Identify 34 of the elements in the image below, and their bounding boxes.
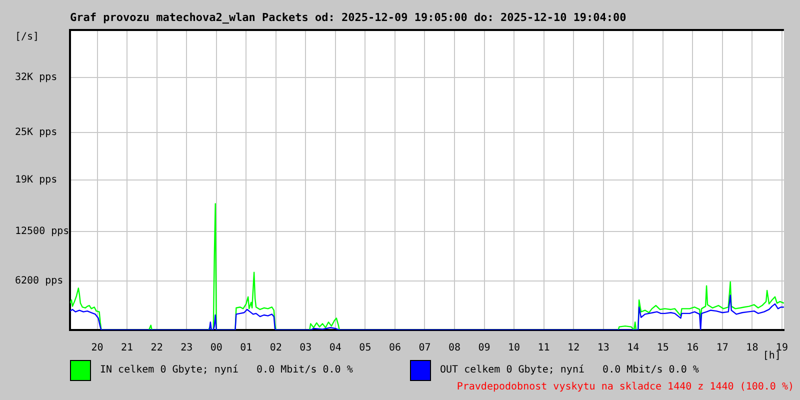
legend-label: IN celkem 0 Gbyte; nyní 0.0 Mbit/s 0.0 % [100, 364, 353, 376]
y-axis-title: [/s] [15, 32, 40, 43]
x-tick-label: 22 [150, 342, 163, 354]
x-tick-label: 01 [240, 342, 252, 354]
y-tick-label: 12500 pps [15, 226, 70, 237]
x-tick-label: 14 [627, 342, 640, 354]
chart-title: Graf provozu matechova2_wlan Packets od: 2025-12-09 19:05:00 do: 2025-12-10 19:04:00 [70, 10, 626, 24]
y-tick-label: 6200 pps [15, 276, 64, 287]
x-tick-label: 17 [716, 342, 728, 354]
text: Pravdepodobnost vyskytu na skladce 1440 z 1440 (100.0 %) [456, 382, 794, 393]
x-tick-label: 15 [656, 342, 669, 354]
x-tick-label: 03 [300, 342, 312, 354]
x-tick-label: 08 [448, 342, 461, 354]
x-tick-label: 06 [388, 342, 401, 354]
x-axis-title: [h] [762, 350, 781, 362]
x-tick-label: 18 [746, 342, 758, 354]
x-tick-label: 13 [597, 342, 610, 354]
x-tick-label: 00 [210, 342, 222, 354]
x-tick-label: 10 [508, 342, 520, 354]
x-tick-label: 23 [180, 342, 193, 354]
x-tick-label: 16 [686, 342, 699, 354]
legend-label: OUT celkem 0 Gbyte; nyní 0.0 Mbit/s 0.0 % [440, 364, 699, 376]
x-tick-label: 09 [478, 342, 490, 354]
y-tick-label: 19K pps [15, 174, 58, 186]
x-tick-label: 07 [418, 342, 431, 354]
x-tick-label: 05 [359, 342, 372, 354]
x-tick-label: 21 [121, 342, 134, 354]
y-tick-label: 32K pps [15, 72, 58, 83]
x-tick-label: 02 [270, 342, 282, 354]
x-tick-label: 04 [329, 342, 342, 354]
x-tick-label: 20 [91, 342, 104, 354]
x-tick-label: 11 [538, 342, 550, 354]
x-tick-label: 12 [568, 342, 580, 354]
y-tick-label: 25K pps [15, 127, 58, 138]
